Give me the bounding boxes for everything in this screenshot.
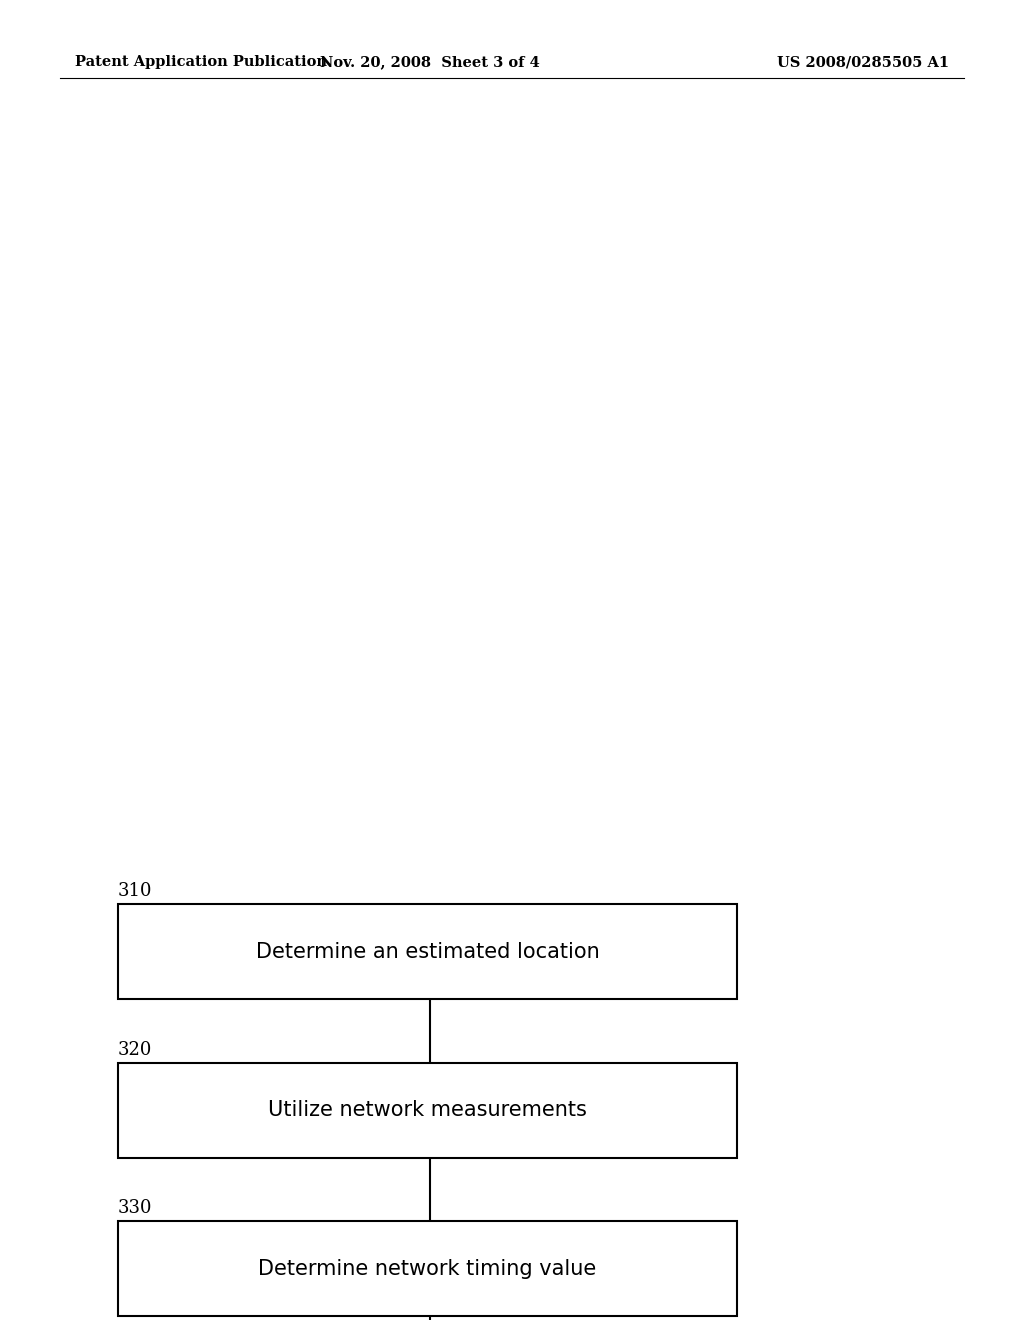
Text: 320: 320 — [118, 1040, 153, 1059]
Text: 310: 310 — [118, 882, 153, 900]
Bar — [118, 1221, 737, 1316]
Text: Nov. 20, 2008  Sheet 3 of 4: Nov. 20, 2008 Sheet 3 of 4 — [321, 55, 540, 69]
Text: Determine an estimated location: Determine an estimated location — [256, 941, 599, 962]
Bar — [118, 904, 737, 999]
Text: Utilize network measurements: Utilize network measurements — [268, 1100, 587, 1121]
Text: Patent Application Publication: Patent Application Publication — [75, 55, 327, 69]
Text: Determine network timing value: Determine network timing value — [258, 1258, 597, 1279]
Bar — [118, 1063, 737, 1158]
Text: 330: 330 — [118, 1199, 153, 1217]
Text: US 2008/0285505 A1: US 2008/0285505 A1 — [777, 55, 949, 69]
